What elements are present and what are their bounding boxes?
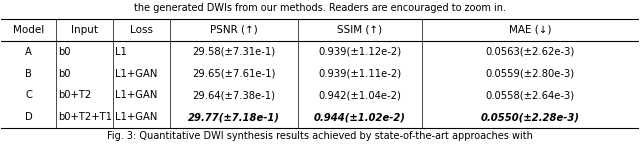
Text: 29.65(±7.61e-1): 29.65(±7.61e-1) — [192, 69, 276, 79]
Text: b0+T2: b0+T2 — [58, 90, 92, 100]
Text: b0: b0 — [58, 47, 70, 57]
Text: 0.0558(±2.64e-3): 0.0558(±2.64e-3) — [486, 90, 575, 100]
Text: Loss: Loss — [130, 25, 153, 35]
Text: 0.0563(±2.62e-3): 0.0563(±2.62e-3) — [486, 47, 575, 57]
Text: D: D — [24, 112, 33, 122]
Text: C: C — [25, 90, 32, 100]
Text: PSNR (↑): PSNR (↑) — [210, 25, 258, 35]
Text: 29.64(±7.38e-1): 29.64(±7.38e-1) — [193, 90, 275, 100]
Text: Model: Model — [13, 25, 44, 35]
Text: L1+GAN: L1+GAN — [115, 112, 158, 122]
Text: the generated DWIs from our methods. Readers are encouraged to zoom in.: the generated DWIs from our methods. Rea… — [134, 3, 506, 13]
Text: Input: Input — [71, 25, 98, 35]
Text: b0: b0 — [58, 69, 70, 79]
Text: 0.942(±1.04e-2): 0.942(±1.04e-2) — [318, 90, 401, 100]
Text: 0.0559(±2.80e-3): 0.0559(±2.80e-3) — [486, 69, 575, 79]
Text: L1: L1 — [115, 47, 127, 57]
Text: B: B — [25, 69, 32, 79]
Text: Fig. 3: Quantitative DWI synthesis results achieved by state-of-the-art approach: Fig. 3: Quantitative DWI synthesis resul… — [107, 131, 533, 141]
Text: L1+GAN: L1+GAN — [115, 90, 158, 100]
Text: 0.939(±1.11e-2): 0.939(±1.11e-2) — [318, 69, 401, 79]
Text: 0.944(±1.02e-2): 0.944(±1.02e-2) — [314, 112, 406, 122]
Text: 29.77(±7.18e-1): 29.77(±7.18e-1) — [188, 112, 280, 122]
Text: A: A — [25, 47, 32, 57]
Text: L1+GAN: L1+GAN — [115, 69, 158, 79]
Text: b0+T2+T1: b0+T2+T1 — [58, 112, 112, 122]
Text: 0.939(±1.12e-2): 0.939(±1.12e-2) — [318, 47, 401, 57]
Text: 0.0550(±2.28e-3): 0.0550(±2.28e-3) — [481, 112, 580, 122]
Text: MAE (↓): MAE (↓) — [509, 25, 552, 35]
Text: SSIM (↑): SSIM (↑) — [337, 25, 382, 35]
Text: 29.58(±7.31e-1): 29.58(±7.31e-1) — [193, 47, 276, 57]
